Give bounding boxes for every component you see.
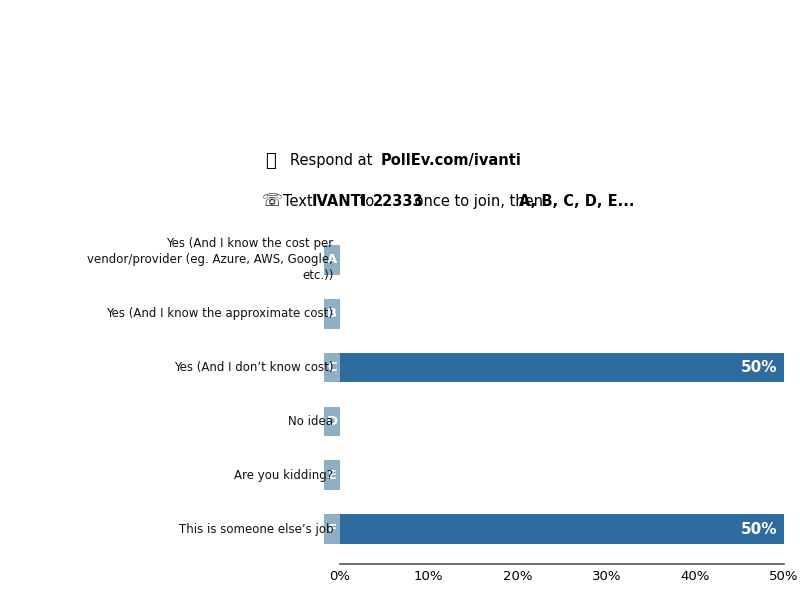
Text: B: B — [327, 307, 337, 320]
Text: Do you know your external/public Cloud Disaster Recovery: Do you know your external/public Cloud D… — [45, 38, 755, 58]
FancyBboxPatch shape — [324, 299, 340, 329]
FancyBboxPatch shape — [324, 407, 340, 436]
Text: D: D — [326, 415, 338, 428]
Text: 50%: 50% — [740, 521, 777, 536]
Text: IVANTI: IVANTI — [312, 194, 367, 209]
Text: 50%: 50% — [740, 360, 777, 375]
Text: ⌕: ⌕ — [265, 152, 276, 170]
Text: Are you kidding?: Are you kidding? — [234, 469, 334, 482]
Text: E: E — [327, 469, 337, 482]
Text: C: C — [327, 361, 337, 374]
FancyBboxPatch shape — [324, 514, 340, 544]
FancyBboxPatch shape — [324, 353, 340, 382]
FancyBboxPatch shape — [324, 460, 340, 490]
Text: A: A — [327, 253, 337, 266]
Text: plans if an outage happens?: plans if an outage happens? — [230, 98, 570, 118]
Text: Respond at: Respond at — [290, 153, 377, 168]
Text: 22333: 22333 — [373, 194, 424, 209]
Text: No idea: No idea — [288, 415, 334, 428]
FancyBboxPatch shape — [324, 245, 340, 275]
Text: Text: Text — [283, 194, 318, 209]
Text: Yes (And I don’t know cost): Yes (And I don’t know cost) — [174, 361, 334, 374]
Text: ☏: ☏ — [262, 192, 282, 210]
Bar — [340, 514, 784, 544]
Bar — [340, 353, 784, 382]
Text: A, B, C, D, E...: A, B, C, D, E... — [519, 194, 634, 209]
Text: This is someone else’s job: This is someone else’s job — [179, 523, 334, 536]
Text: Yes (And I know the cost per
vendor/provider (eg. Azure, AWS, Google,
etc.)): Yes (And I know the cost per vendor/prov… — [87, 238, 334, 283]
Text: once to join, then: once to join, then — [410, 194, 548, 209]
Text: F: F — [327, 523, 337, 536]
Text: PollEv.com/ivanti: PollEv.com/ivanti — [381, 153, 522, 168]
Text: to: to — [355, 194, 379, 209]
Text: Yes (And I know the approximate cost): Yes (And I know the approximate cost) — [106, 307, 334, 320]
